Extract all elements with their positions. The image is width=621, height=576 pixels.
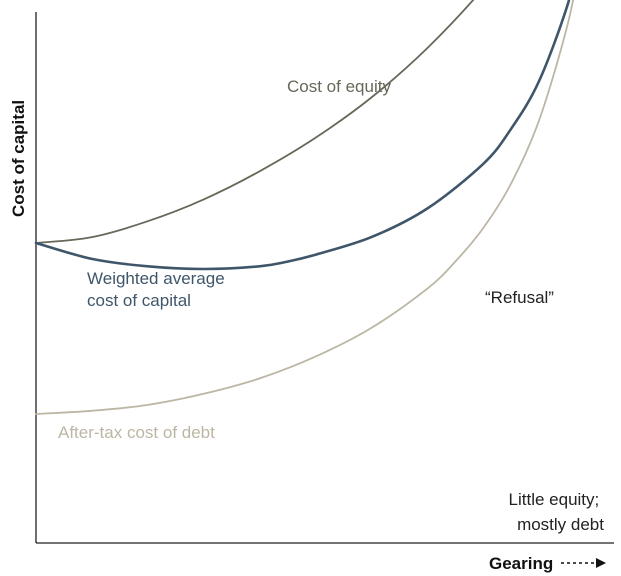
annotation-little-equity-line-1: Little equity; (509, 490, 600, 509)
annotation-little-equity: Little equity; mostly debt (509, 490, 605, 534)
series-label-cost-of-equity: Cost of equity (287, 77, 391, 96)
axes (35, 12, 614, 544)
annotation-little-equity-line-2: mostly debt (517, 515, 604, 534)
annotation-refusal: “Refusal” (485, 288, 554, 307)
series-line-weighted-average-cost-of-capital (34, 0, 571, 271)
series-labels: Cost of equity Weighted average cost of … (58, 77, 391, 442)
series-label-after-tax-cost-of-debt: After-tax cost of debt (58, 423, 215, 442)
series-line-cost-of-equity (35, 0, 475, 244)
x-axis-title: Gearing (489, 554, 553, 573)
series-label-wacc-line-2: cost of capital (87, 291, 191, 310)
series-layer (34, 0, 575, 415)
series-line-after-tax-cost-of-debt (35, 0, 575, 415)
annotations: “Refusal” Little equity; mostly debt (485, 288, 604, 534)
x-axis-title-group: Gearing (489, 554, 606, 573)
y-axis-title: Cost of capital (9, 100, 28, 217)
x-axis-arrow-icon (561, 558, 606, 568)
series-label-wacc: Weighted average cost of capital (87, 269, 229, 310)
series-label-wacc-line-1: Weighted average (87, 269, 225, 288)
